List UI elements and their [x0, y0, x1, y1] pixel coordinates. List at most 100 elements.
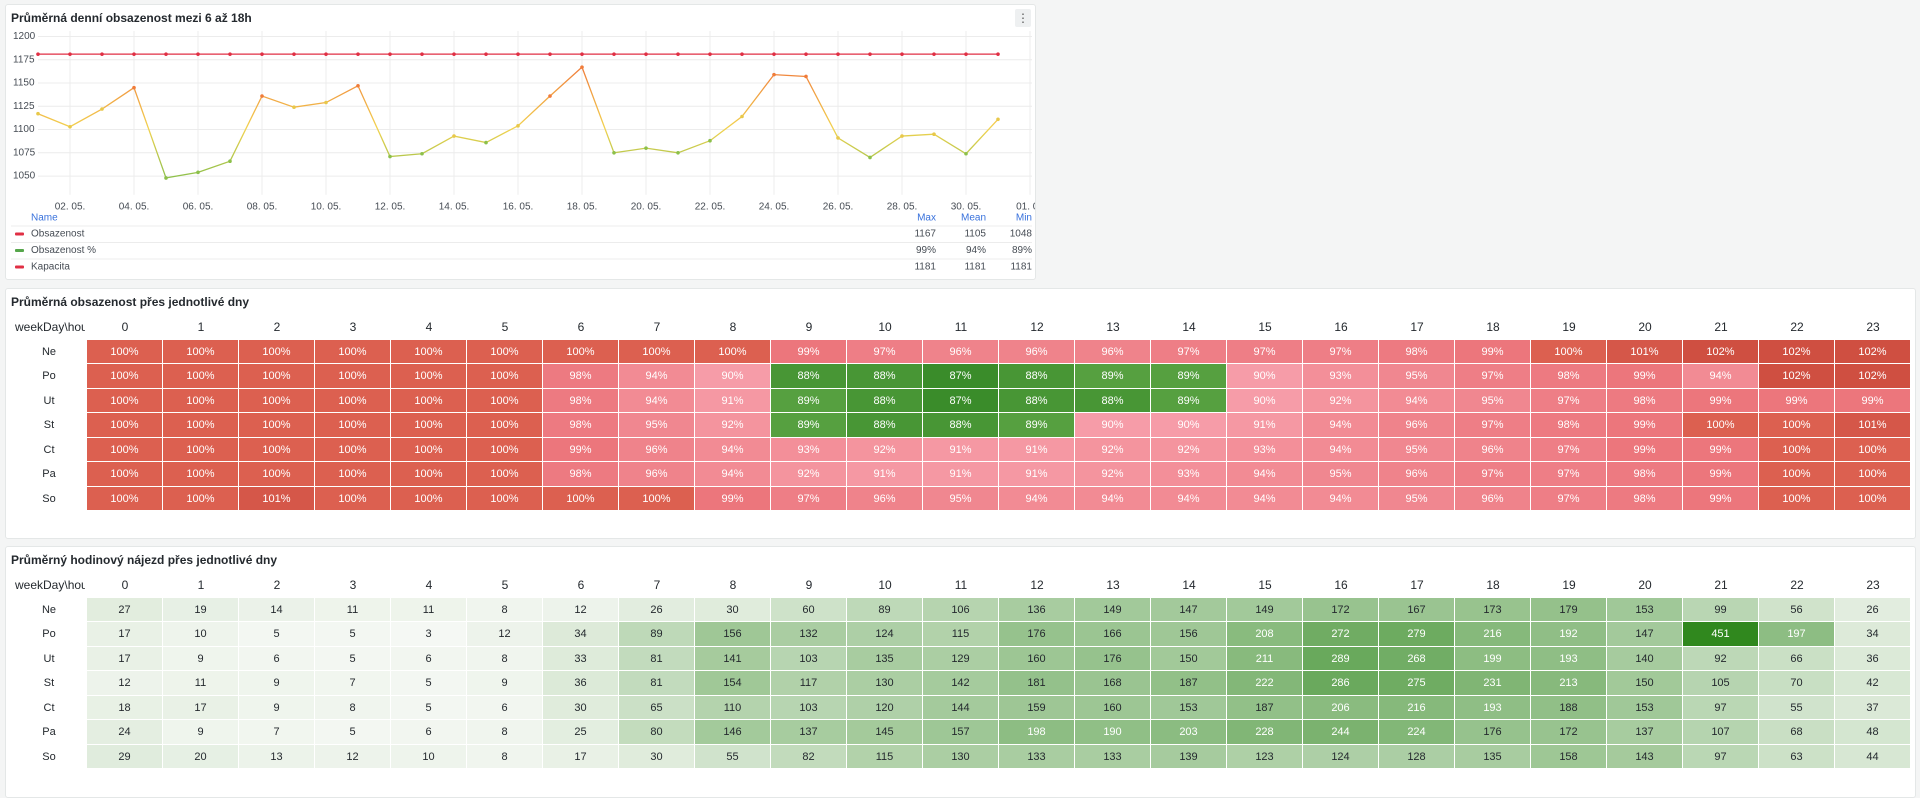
table-cell: 166	[1075, 622, 1151, 647]
column-header: 22	[1790, 320, 1804, 334]
table-cell: 173	[1455, 597, 1531, 622]
column-header: 4	[425, 578, 433, 592]
table-cell: 187	[1227, 695, 1303, 720]
table-cell: 176	[1455, 720, 1531, 745]
table-cell: 100%	[1759, 486, 1835, 511]
table-cell: 100%	[163, 413, 239, 438]
table-cell: 197	[1759, 622, 1835, 647]
table-cell: 451	[1683, 622, 1759, 647]
table-cell: 100%	[239, 339, 315, 364]
row-header: Ut	[43, 394, 55, 407]
point	[580, 65, 584, 69]
table-cell: 156	[695, 622, 771, 647]
table-cell: 98%	[1531, 413, 1607, 438]
table-cell: 187	[1151, 671, 1227, 696]
table-cell: 90%	[695, 364, 771, 389]
point	[804, 52, 808, 56]
table-cell: 82	[771, 744, 847, 769]
table-cell: 128	[1379, 744, 1455, 769]
table-cell: 100%	[391, 462, 467, 487]
table-cell: 100%	[315, 339, 391, 364]
table-cell: 88%	[999, 388, 1075, 413]
x-tick-label: 10. 05.	[311, 202, 342, 213]
column-header: 19	[1562, 578, 1576, 592]
column-header: 9	[805, 320, 813, 334]
table-cell: 136	[999, 597, 1075, 622]
table-cell: 100%	[87, 413, 163, 438]
table-cell: 94%	[619, 364, 695, 389]
table-cell: 100%	[695, 339, 771, 364]
table-cell: 145	[847, 720, 923, 745]
table-cell: 9	[239, 695, 315, 720]
table-cell: 272	[1303, 622, 1379, 647]
table-cell: 102%	[1759, 339, 1835, 364]
table-cell: 93%	[1303, 364, 1379, 389]
table-cell: 92%	[771, 462, 847, 487]
table-cell: 153	[1607, 695, 1683, 720]
table-cell: 87%	[923, 364, 999, 389]
table-cell: 100%	[1759, 462, 1835, 487]
table-cell: 97%	[1455, 364, 1531, 389]
table-cell: 137	[1607, 720, 1683, 745]
line-chart: 1050 1075 1100 1125 1150 1175 1200 02. 05. 04. 0…	[11, 31, 1035, 273]
table-cell: 135	[847, 646, 923, 671]
table-cell: 5	[391, 695, 467, 720]
table-cell: 102%	[1835, 364, 1911, 389]
table-cell: 100%	[543, 486, 619, 511]
table-cell: 65	[619, 695, 695, 720]
table-cell: 9	[163, 646, 239, 671]
table-cell: 102%	[1759, 364, 1835, 389]
table-cell: 100%	[239, 437, 315, 462]
table-cell: 100%	[163, 486, 239, 511]
table-cell: 124	[847, 622, 923, 647]
point	[420, 151, 424, 156]
point	[932, 132, 936, 136]
table-cell: 97%	[771, 486, 847, 511]
table-cell: 70	[1759, 671, 1835, 696]
table-cell: 100%	[1835, 437, 1911, 462]
column-header: 3	[349, 578, 357, 592]
table-cell: 137	[771, 720, 847, 745]
table-cell: 95%	[923, 486, 999, 511]
heatmap-panel: Průměrná obsazenost přes jednotlivé dny w…	[5, 288, 1916, 539]
column-header: 8	[729, 320, 737, 334]
table-cell: 90%	[1075, 413, 1151, 438]
table-cell: 100%	[391, 486, 467, 511]
table-cell: 99%	[1683, 462, 1759, 487]
table-cell: 17	[543, 744, 619, 769]
column-header: 3	[349, 320, 357, 334]
table-cell: 99	[1683, 597, 1759, 622]
column-header: 19	[1562, 320, 1576, 334]
table-cell: 133	[1075, 744, 1151, 769]
table-cell: 149	[1227, 597, 1303, 622]
point	[100, 52, 104, 56]
panel-menu[interactable]: ⋮	[1015, 9, 1031, 27]
table-cell: 103	[771, 695, 847, 720]
point	[388, 154, 392, 159]
point	[580, 52, 584, 56]
column-header: 15	[1258, 320, 1272, 334]
table-cell: 142	[923, 671, 999, 696]
table-cell: 159	[999, 695, 1075, 720]
table-cell: 99%	[1759, 388, 1835, 413]
x-tick-label: 06. 05.	[183, 202, 214, 213]
column-header: 7	[653, 578, 661, 592]
table-cell: 100%	[239, 364, 315, 389]
point	[740, 52, 744, 56]
column-header: 4	[425, 320, 433, 334]
table-cell: 42	[1835, 671, 1911, 696]
table-cell: 100%	[467, 486, 543, 511]
table-cell: 56	[1759, 597, 1835, 622]
table-cell: 34	[543, 622, 619, 647]
table-cell: 66	[1759, 646, 1835, 671]
point	[356, 52, 360, 56]
table-cell: 100%	[163, 339, 239, 364]
table-cell: 97%	[1303, 339, 1379, 364]
table-cell: 8	[467, 744, 543, 769]
table-cell: 100%	[467, 364, 543, 389]
point	[452, 52, 456, 56]
point	[900, 52, 904, 56]
column-header: 17	[1410, 320, 1424, 334]
point	[100, 107, 104, 111]
table-cell: 96%	[923, 339, 999, 364]
